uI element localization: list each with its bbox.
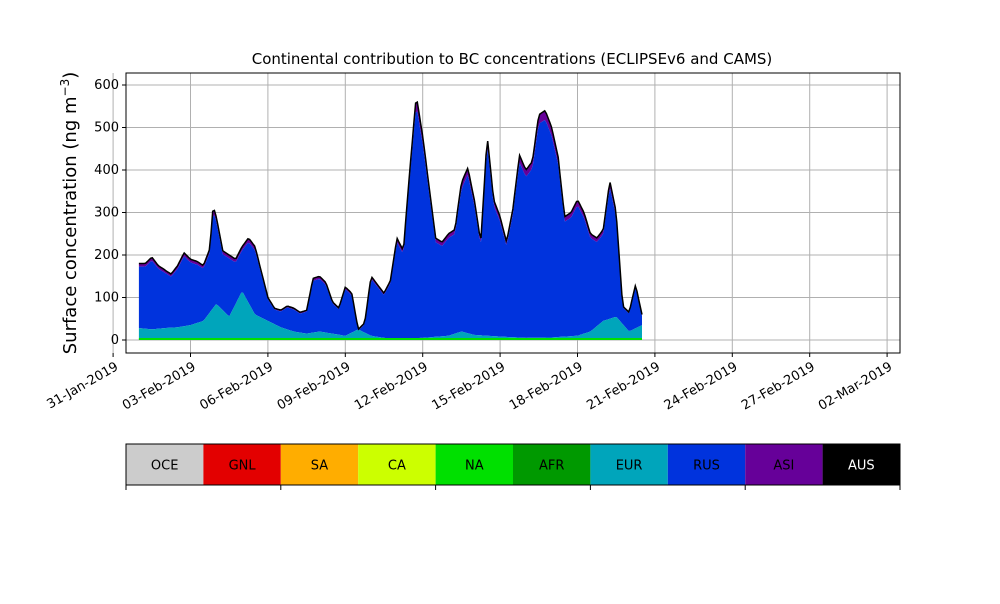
y-tick-label: 200 xyxy=(94,248,119,263)
legend-label: NA xyxy=(465,459,484,474)
legend-swatch xyxy=(590,444,668,485)
y-axis-label-close: ) xyxy=(60,72,81,79)
legend-swatch xyxy=(126,444,204,485)
legend-frame xyxy=(125,443,901,486)
legend-label: SA xyxy=(311,459,328,474)
x-tick-label: 15-Feb-2019 xyxy=(430,359,509,413)
legend-swatch xyxy=(822,444,900,485)
y-tick-label: 600 xyxy=(94,78,119,93)
stacked-areas xyxy=(138,100,643,340)
legend-swatch xyxy=(435,444,513,485)
x-tick-label: 24-Feb-2019 xyxy=(662,359,741,413)
legend-swatch xyxy=(203,444,281,485)
x-tick-label: 06-Feb-2019 xyxy=(197,359,276,413)
area-rus xyxy=(138,111,642,339)
legend-label: RUS xyxy=(693,459,720,474)
area-eur xyxy=(138,292,642,340)
x-tick-label: 27-Feb-2019 xyxy=(739,359,818,413)
y-tick-label: 500 xyxy=(94,121,119,136)
y-tick-label: 100 xyxy=(94,291,119,306)
x-tick-label: 02-Mar-2019 xyxy=(816,359,895,413)
x-tick-label: 21-Feb-2019 xyxy=(584,359,663,413)
legend-label: AFR xyxy=(539,459,564,474)
legend-swatch xyxy=(513,444,591,485)
legend-label: AUS xyxy=(848,459,875,474)
legend-label: ASI xyxy=(773,459,794,474)
y-axis-label-exponent: −3 xyxy=(58,79,72,97)
legend-label: OCE xyxy=(151,459,179,474)
legend-label: CA xyxy=(388,459,406,474)
y-tick-label: 300 xyxy=(94,206,119,221)
y-axis-label-main: Surface concentration (ng m xyxy=(60,96,81,354)
legend-colorbar: OCE GNL SA CA NA AFR EUR RUS ASI AUS xyxy=(125,443,901,490)
legend-swatch xyxy=(358,444,436,485)
y-tick-label: 0 xyxy=(111,333,119,348)
total-line xyxy=(138,100,643,331)
x-tick-label: 18-Feb-2019 xyxy=(507,359,586,413)
y-axis-label: Surface concentration (ng m−3) xyxy=(58,72,81,355)
x-tick-label: 09-Feb-2019 xyxy=(275,359,354,413)
y-tick-label: 400 xyxy=(94,163,119,178)
x-tick-label: 31-Jan-2019 xyxy=(45,359,122,412)
legend-swatch xyxy=(745,444,823,485)
legend-swatch xyxy=(667,444,746,485)
chart-title: Continental contribution to BC concentra… xyxy=(252,50,773,68)
legend-label: EUR xyxy=(616,459,643,474)
legend-label: GNL xyxy=(229,459,257,474)
legend-swatch xyxy=(280,444,359,485)
x-tick-label: 12-Feb-2019 xyxy=(352,359,431,413)
x-tick-label: 03-Feb-2019 xyxy=(120,359,199,413)
